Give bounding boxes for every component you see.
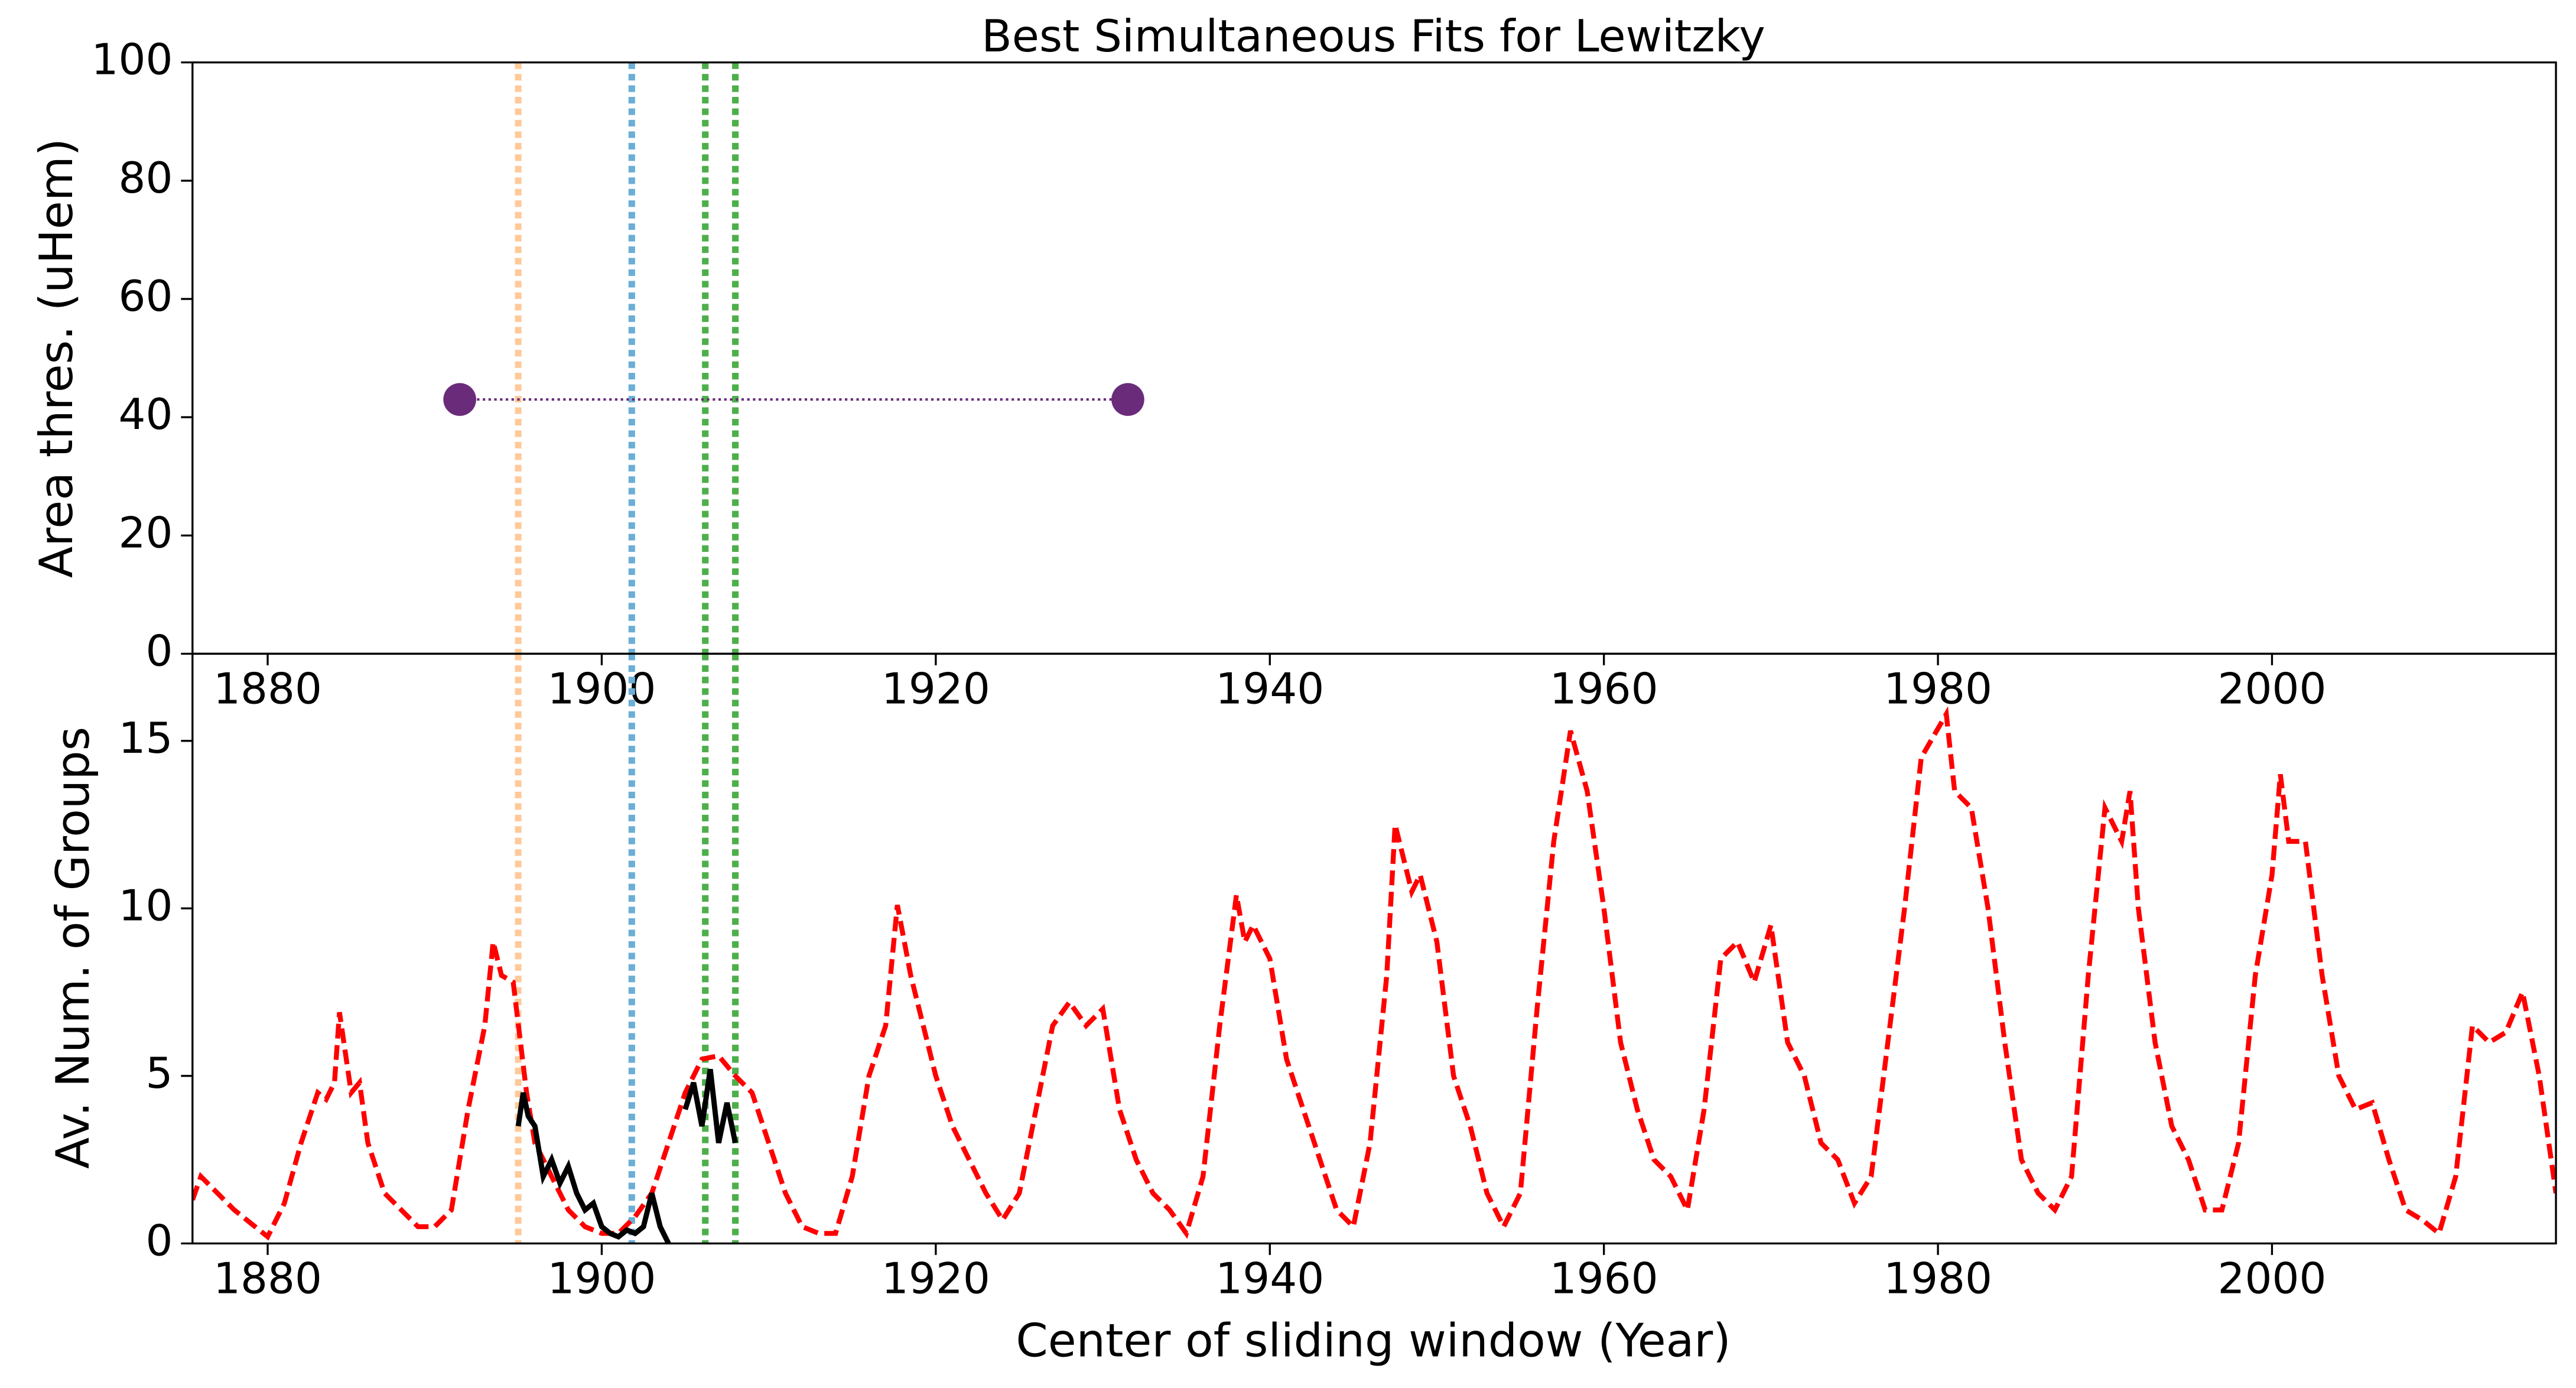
y-tick-label: 80 bbox=[118, 154, 173, 203]
plot-frame bbox=[191, 652, 2557, 1245]
point bbox=[443, 383, 476, 416]
x-tick-label: 1940 bbox=[1215, 1254, 1324, 1304]
y-tick-label: 0 bbox=[145, 626, 173, 676]
x-tick-label: 1920 bbox=[882, 1254, 990, 1304]
x-tick-label: 1980 bbox=[1884, 664, 1992, 714]
x-axis-label: Center of sliding window (Year) bbox=[1016, 1314, 1731, 1367]
y-tick-label: 60 bbox=[118, 272, 173, 321]
y-tick-label: 0 bbox=[145, 1216, 173, 1266]
x-tick-label: 1880 bbox=[213, 664, 322, 714]
y-tick-label: 20 bbox=[118, 508, 173, 558]
x-tick-label: 2000 bbox=[2218, 664, 2327, 714]
point bbox=[1111, 383, 1144, 416]
y-axis-label: Av. Num. of Groups bbox=[47, 727, 100, 1169]
y-tick-label: 10 bbox=[118, 881, 173, 931]
data-line bbox=[515, 1068, 738, 1244]
y-tick-label: 100 bbox=[92, 35, 173, 85]
x-tick-label: 1920 bbox=[882, 664, 990, 714]
x-tick-label: 1960 bbox=[1550, 664, 1658, 714]
y-tick-label: 40 bbox=[118, 390, 173, 440]
x-tick-label: 1940 bbox=[1215, 664, 1324, 714]
y-tick-label: 15 bbox=[118, 714, 173, 763]
x-tick-label: 1880 bbox=[213, 1254, 322, 1304]
x-tick-label: 1960 bbox=[1550, 1254, 1658, 1304]
chart-title: Best Simultaneous Fits for Lewitzky bbox=[981, 10, 1765, 62]
x-tick-label: 1900 bbox=[547, 1254, 656, 1304]
y-tick-label: 5 bbox=[145, 1049, 173, 1098]
x-tick-label: 1980 bbox=[1884, 1254, 1992, 1304]
y-axis-label: Area thres. (uHem) bbox=[30, 138, 83, 578]
x-tick-label: 1900 bbox=[547, 664, 656, 714]
x-tick-label: 2000 bbox=[2218, 1254, 2327, 1304]
